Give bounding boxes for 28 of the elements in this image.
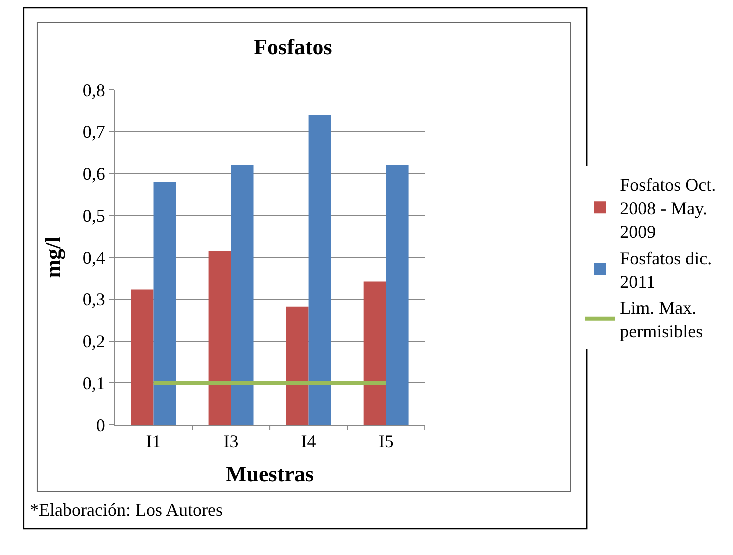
y-tick-label: 0,1 (82, 373, 106, 394)
bar (154, 182, 176, 425)
y-tick-label: 0,4 (82, 248, 106, 268)
text: *Elaboración: Los Autores (30, 500, 223, 520)
y-tick-label: 0 (96, 415, 106, 436)
x-tick-label: I4 (301, 432, 316, 452)
bar (386, 165, 409, 425)
x-axis-title: Muestras (226, 462, 314, 486)
y-tick-label: 0,8 (82, 80, 106, 100)
y-tick-label: 0,5 (82, 206, 106, 226)
bar (131, 290, 154, 425)
y-tick-label: 0,6 (82, 164, 106, 184)
bar (308, 115, 332, 425)
y-tick-label: 0,7 (82, 122, 106, 142)
chart-title: Fosfatos (254, 34, 333, 60)
x-tick-label: I3 (224, 432, 239, 452)
legend-label: Lim. Max. permisibles (620, 298, 704, 342)
bar (231, 165, 254, 425)
bar (208, 251, 232, 425)
y-tick-label: 0,2 (82, 332, 106, 352)
x-tick-label: I1 (146, 432, 162, 452)
y-axis-title: mg/l (40, 236, 66, 278)
x-tick-label: I5 (378, 432, 394, 452)
y-tick-label: 0,3 (82, 290, 106, 310)
legend-label: Fosfatos Oct. 2008 - May. 2009 (620, 175, 716, 242)
legend-label: Fosfatos dic. 2011 (620, 248, 712, 292)
bar (286, 306, 309, 425)
bar (364, 282, 386, 425)
